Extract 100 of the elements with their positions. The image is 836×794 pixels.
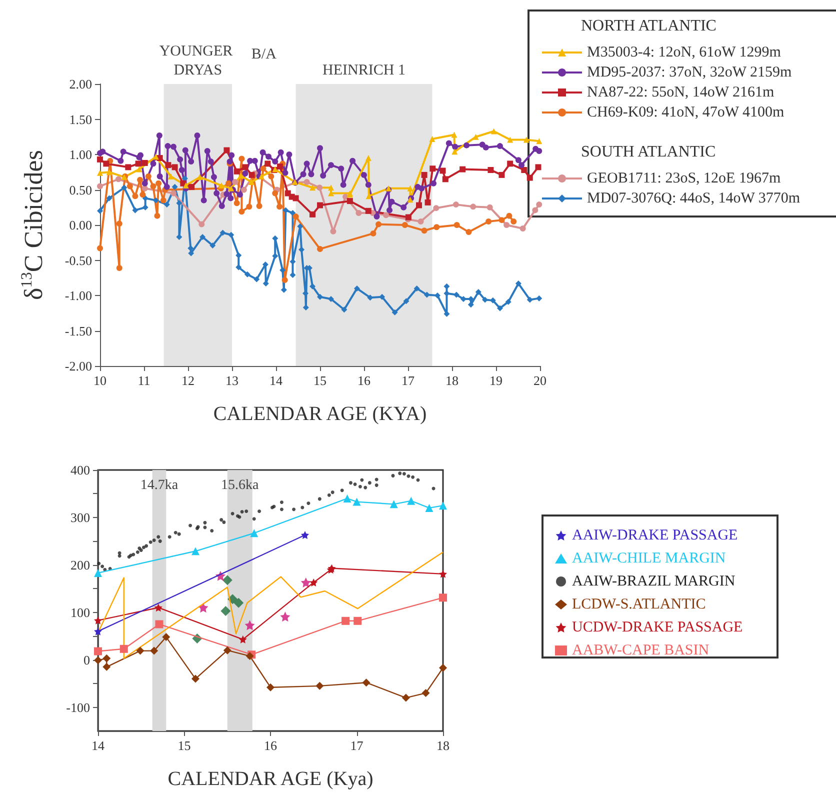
y-tick-label: 400 xyxy=(70,462,90,478)
point xyxy=(422,689,430,698)
y-tick-label: -0.50 xyxy=(64,252,92,268)
y-tick-label: 0.00 xyxy=(69,218,92,232)
point xyxy=(421,228,428,234)
point xyxy=(160,197,166,204)
point xyxy=(316,184,323,191)
point xyxy=(136,166,142,172)
point xyxy=(94,656,102,664)
point xyxy=(425,504,434,512)
point xyxy=(126,183,133,190)
x-tick-label: 18 xyxy=(446,373,458,388)
point xyxy=(292,195,299,202)
point xyxy=(442,176,448,182)
point xyxy=(454,222,460,228)
y-tick-label: -1.50 xyxy=(64,323,92,338)
point xyxy=(440,168,446,174)
point xyxy=(224,147,230,154)
legend-label: AAIW-BRAZIL MARGIN xyxy=(572,574,736,590)
point xyxy=(276,163,283,170)
legend-label: LCDW-S.ATLANTIC xyxy=(572,596,706,612)
x-tick-label: 12 xyxy=(182,373,194,388)
point xyxy=(346,198,353,204)
point xyxy=(429,136,436,142)
y-tick-label: -1.00 xyxy=(64,288,92,303)
y-tick-label: 2.00 xyxy=(69,76,92,92)
legend-label: MD95-2037: 37oN, 32oW 2159m xyxy=(587,64,792,80)
point xyxy=(421,172,428,178)
point xyxy=(424,199,431,206)
y-tick-label: 1.00 xyxy=(69,147,92,162)
point xyxy=(94,647,102,656)
point xyxy=(156,180,162,186)
point xyxy=(191,547,200,556)
point xyxy=(266,683,274,692)
point xyxy=(102,662,111,671)
point xyxy=(102,654,111,662)
point xyxy=(244,620,255,630)
point xyxy=(439,594,447,602)
point xyxy=(390,500,398,508)
point xyxy=(135,160,142,167)
point xyxy=(250,529,258,538)
point xyxy=(486,218,492,224)
x-tick-label: 15 xyxy=(314,373,326,388)
point xyxy=(238,172,244,179)
point xyxy=(536,202,542,208)
point xyxy=(120,644,128,653)
point xyxy=(154,212,160,219)
point xyxy=(434,224,440,230)
point xyxy=(272,190,278,196)
y-tick-label: -100 xyxy=(66,700,90,715)
point xyxy=(170,190,176,196)
point xyxy=(94,616,102,624)
y-tick-label: 100 xyxy=(70,604,90,620)
point xyxy=(535,164,542,170)
point xyxy=(490,128,497,134)
point xyxy=(140,192,146,198)
point xyxy=(264,160,271,167)
point xyxy=(439,502,447,510)
point xyxy=(370,230,376,236)
legend-label: M35003-4: 12oN, 61oW 1299m xyxy=(587,44,782,60)
point xyxy=(472,134,479,140)
point xyxy=(317,246,323,252)
point xyxy=(507,136,514,143)
point xyxy=(343,494,352,502)
legend-label: NA87-22: 55oN, 14oW 2161m xyxy=(587,84,775,100)
point xyxy=(115,176,122,182)
point xyxy=(276,204,283,210)
band-label: HEINRICH 1 xyxy=(322,62,406,78)
point xyxy=(238,635,247,644)
point xyxy=(136,646,144,655)
point xyxy=(256,202,262,209)
point xyxy=(523,136,530,143)
x-tick-label: 14 xyxy=(270,373,283,388)
point xyxy=(172,164,178,170)
y-tick-label: 1.50 xyxy=(69,112,92,127)
point xyxy=(282,276,288,283)
point xyxy=(94,627,102,636)
point xyxy=(103,160,110,167)
band-label: 15.6ka xyxy=(221,478,260,493)
point xyxy=(451,132,458,138)
point xyxy=(238,208,245,215)
point xyxy=(433,205,440,212)
point xyxy=(376,221,382,228)
point xyxy=(317,202,323,208)
x-axis-title: CALENDAR AGE (Kya) xyxy=(168,768,374,790)
point xyxy=(162,633,170,642)
point xyxy=(316,682,324,690)
x-tick-label: 19 xyxy=(490,373,502,388)
point xyxy=(132,193,138,200)
point xyxy=(268,173,274,180)
point xyxy=(232,178,238,185)
point xyxy=(222,575,232,586)
point xyxy=(416,202,422,208)
point xyxy=(168,173,174,180)
point xyxy=(536,138,542,144)
point xyxy=(260,166,266,172)
point xyxy=(150,646,158,655)
point xyxy=(94,568,102,577)
point xyxy=(304,178,310,185)
point xyxy=(498,172,505,178)
